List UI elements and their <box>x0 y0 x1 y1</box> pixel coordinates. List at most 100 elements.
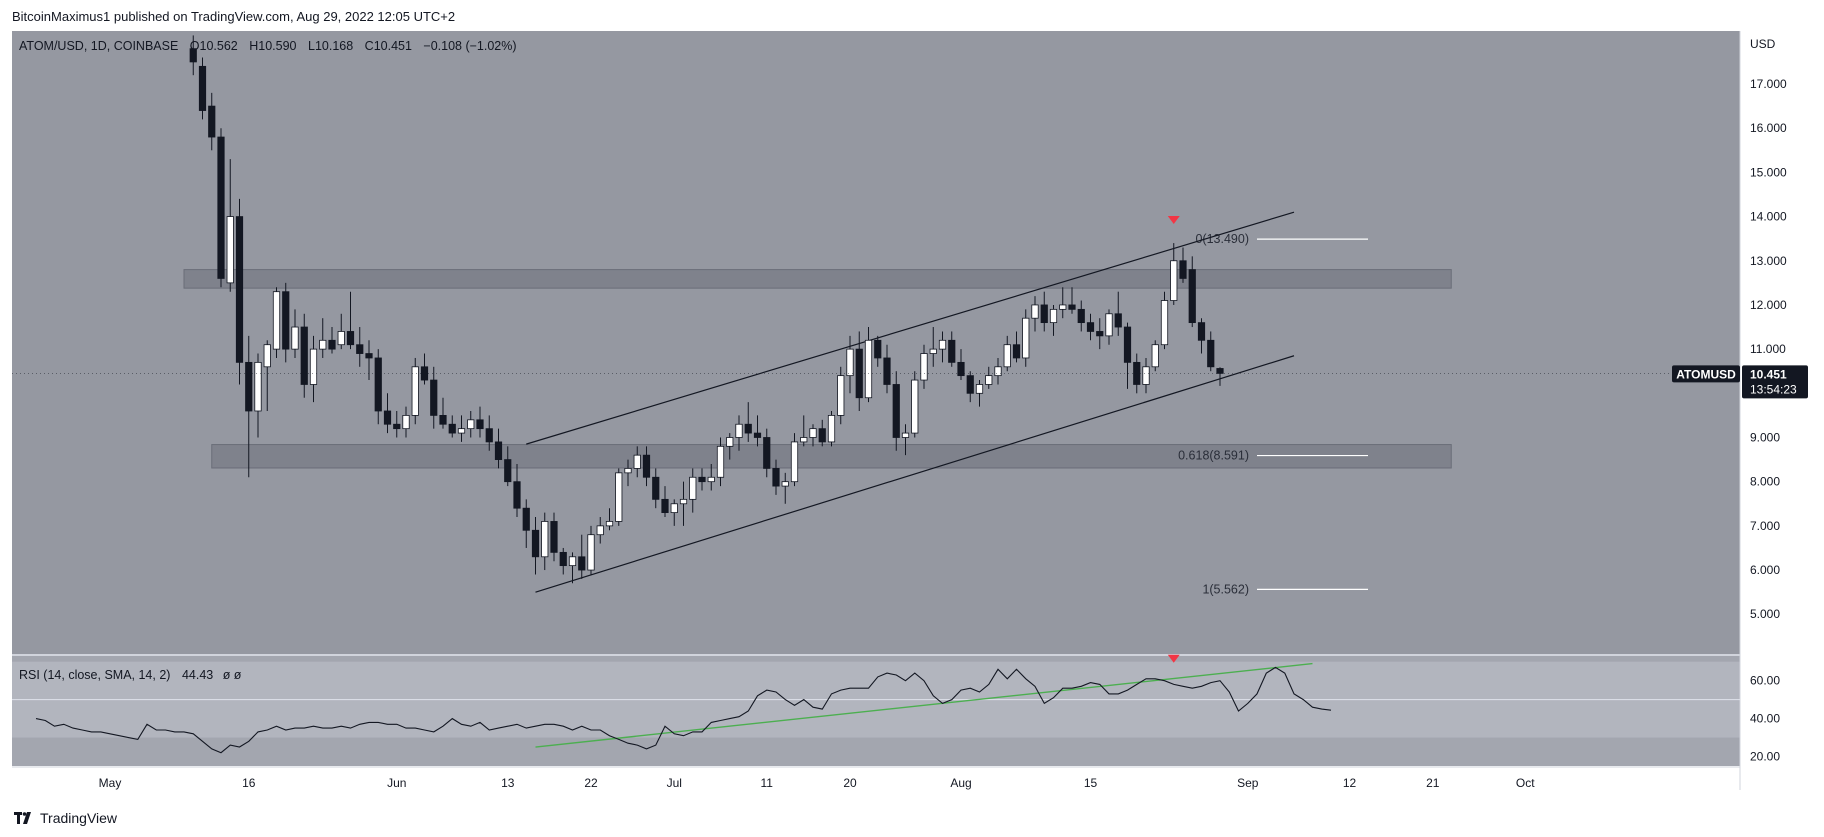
support-zone <box>211 444 1452 469</box>
candle-down <box>198 65 207 111</box>
candle-up <box>837 375 845 416</box>
candle-up <box>920 353 928 381</box>
candle-down <box>282 291 290 350</box>
candle-down <box>513 481 521 509</box>
candle-down <box>374 357 382 412</box>
candle-down <box>550 521 558 553</box>
fib-level-label: 0(13.490) <box>1195 232 1249 246</box>
symbol-title[interactable]: ATOM/USD, 1D, COINBASE <box>19 39 179 53</box>
rsi-legend: RSI (14, close, SMA, 14, 2) 44.43 ø ø <box>19 668 241 682</box>
candle-up <box>864 339 873 399</box>
candle-up <box>1031 304 1039 319</box>
candle-up <box>938 339 947 350</box>
time-tick-label: Jul <box>667 776 682 790</box>
candle-down <box>189 48 197 63</box>
candle-up <box>929 348 937 354</box>
candle-down <box>698 476 706 483</box>
rsi-label[interactable]: RSI (14, close, SMA, 14, 2) <box>19 668 171 682</box>
candle-down <box>1188 269 1196 324</box>
symbol-legend: ATOM/USD, 1D, COINBASE O10.562 H10.590 L… <box>19 39 517 53</box>
candle-down <box>1012 344 1021 359</box>
candle-down <box>772 468 780 487</box>
candle-up <box>994 366 1002 377</box>
candle-down <box>245 361 253 412</box>
candle-up <box>716 445 725 478</box>
candle-down <box>485 428 493 443</box>
time-tick-label: 16 <box>242 776 256 790</box>
candle-up <box>411 366 419 416</box>
candle-up <box>226 216 234 284</box>
candle-up <box>1151 344 1159 368</box>
candle-up <box>726 437 734 447</box>
candle-down <box>1096 331 1104 337</box>
candle-up <box>1170 260 1178 301</box>
candle-up <box>263 344 271 368</box>
rsi-tick-label: 20.00 <box>1750 750 1780 764</box>
price-tick-label: 16.000 <box>1750 121 1787 135</box>
candle-up <box>827 415 836 443</box>
candle-up <box>624 468 632 474</box>
candle-up <box>809 428 817 438</box>
candle-up <box>568 556 577 567</box>
candle-down <box>1197 322 1206 341</box>
candle-up <box>541 521 549 558</box>
time-tick-label: 22 <box>584 776 598 790</box>
candle-down <box>439 415 447 425</box>
candle-up <box>800 437 808 443</box>
open-value: 10.562 <box>199 39 238 53</box>
price-tick-label: 13.000 <box>1750 254 1787 268</box>
candle-down <box>957 361 965 377</box>
price-tick-label: 8.000 <box>1750 475 1780 489</box>
price-tick-label: 5.000 <box>1750 607 1780 621</box>
price-bearish-marker-icon <box>1167 215 1180 224</box>
price-tick-label: 9.000 <box>1750 430 1780 444</box>
candle-down <box>559 551 567 567</box>
candle-up <box>254 361 262 412</box>
brand-name: TradingView <box>40 810 118 826</box>
rsi-extra: ø ø <box>222 668 242 682</box>
candle-up <box>1160 300 1169 346</box>
candle-up <box>670 503 678 514</box>
candle-up <box>689 476 697 500</box>
candle-up <box>911 379 919 434</box>
candle-up <box>457 428 466 434</box>
candle-down <box>1077 308 1085 324</box>
candle-down <box>578 556 586 571</box>
candle-up <box>319 339 327 350</box>
candle-up <box>707 476 715 483</box>
candle-up <box>1142 366 1150 385</box>
candle-down <box>1068 304 1076 310</box>
candle-down <box>300 326 308 385</box>
candle-down <box>235 216 244 363</box>
candle-down <box>346 331 355 346</box>
price-tick-label: 7.000 <box>1750 519 1780 533</box>
candle-down <box>763 437 771 469</box>
candle-up <box>1022 317 1030 359</box>
time-tick-label: 21 <box>1426 776 1440 790</box>
candle-up <box>985 375 993 385</box>
candle-down <box>874 339 882 359</box>
candle-up <box>781 481 789 487</box>
candle-down <box>744 423 752 434</box>
candle-up <box>337 331 345 346</box>
candle-up <box>272 291 281 350</box>
fib-level-label: 0.618(8.591) <box>1178 449 1249 463</box>
candle-down <box>217 136 225 279</box>
candle-down <box>1086 322 1095 332</box>
candle-down <box>753 432 762 438</box>
candle-up <box>790 441 799 483</box>
candle-up <box>846 348 854 377</box>
candle-down <box>1114 313 1122 328</box>
candle-up <box>1105 313 1113 337</box>
price-tick-label: 15.000 <box>1750 165 1787 179</box>
price-tick-label: 12.000 <box>1750 298 1787 312</box>
candle-up <box>1059 304 1067 310</box>
close-key: C <box>364 39 374 53</box>
candle-up <box>587 534 595 571</box>
candle-up <box>1049 308 1058 324</box>
time-tick-label: 15 <box>1084 776 1098 790</box>
candle-down <box>966 375 974 394</box>
tradingview-brand[interactable]: TradingView <box>14 810 117 826</box>
candle-down <box>1040 304 1048 324</box>
